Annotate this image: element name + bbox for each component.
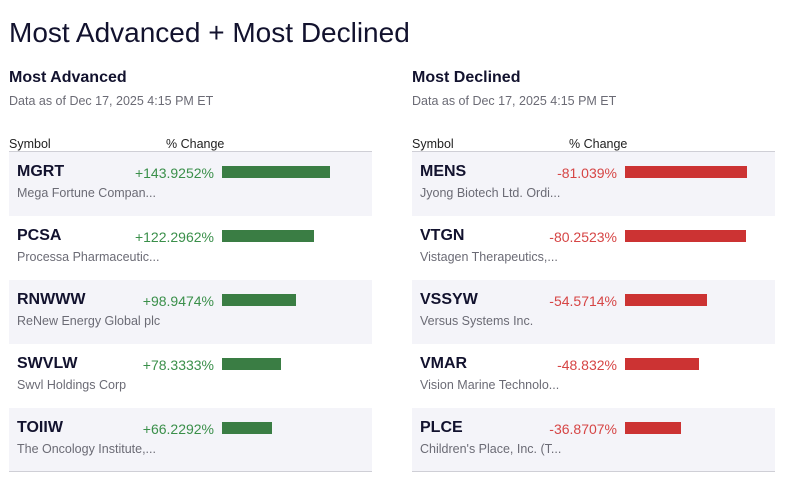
table-row[interactable]: RNWWW ReNew Energy Global plc +98.9474% xyxy=(9,280,372,344)
percent-change: -48.832% xyxy=(557,357,617,373)
section-heading: Most Declined xyxy=(412,69,521,86)
company-name: Vistagen Therapeutics,... xyxy=(420,250,558,264)
column-change: % Change xyxy=(569,136,628,151)
symbol[interactable]: PLCE xyxy=(420,419,463,436)
percent-change: -54.5714% xyxy=(549,293,617,309)
column-change: % Change xyxy=(166,136,225,151)
table-row[interactable]: PCSA Processa Pharmaceutic... +122.2962% xyxy=(9,216,372,280)
symbol[interactable]: SWVLW xyxy=(17,355,78,372)
section-heading: Most Advanced xyxy=(9,69,127,86)
change-bar xyxy=(222,358,281,370)
symbol[interactable]: TOIIW xyxy=(17,419,63,436)
change-bar xyxy=(625,422,681,434)
symbol[interactable]: VMAR xyxy=(420,355,468,372)
company-name: Swvl Holdings Corp xyxy=(17,378,127,392)
table-header: Symbol % Change xyxy=(412,112,775,152)
change-bar xyxy=(222,294,297,306)
most-advanced-panel: Most Advanced Data as of Dec 17, 2025 4:… xyxy=(9,66,372,472)
page-title: Most Advanced + Most Declined xyxy=(9,17,410,48)
percent-change: +98.9474% xyxy=(142,293,214,309)
table-header: Symbol % Change xyxy=(9,112,372,152)
percent-change: +78.3333% xyxy=(142,357,214,373)
change-bar xyxy=(625,230,746,242)
table-row[interactable]: SWVLW Swvl Holdings Corp +78.3333% xyxy=(9,344,372,408)
column-symbol: Symbol xyxy=(412,136,454,151)
change-bar xyxy=(222,230,314,242)
percent-change: -81.039% xyxy=(557,165,617,181)
change-bar xyxy=(222,166,330,178)
table-row[interactable]: PLCE Children's Place, Inc. (T... -36.87… xyxy=(412,408,775,472)
change-bar xyxy=(222,422,272,434)
percent-change: +143.9252% xyxy=(134,165,214,181)
symbol[interactable]: MGRT xyxy=(17,163,65,180)
symbol[interactable]: VTGN xyxy=(420,227,465,244)
percent-change: -80.2523% xyxy=(549,229,617,245)
symbol[interactable]: MENS xyxy=(420,163,467,180)
symbol[interactable]: RNWWW xyxy=(17,291,86,308)
data-timestamp: Data as of Dec 17, 2025 4:15 PM ET xyxy=(412,94,617,108)
company-name: Versus Systems Inc. xyxy=(420,314,534,328)
company-name: Processa Pharmaceutic... xyxy=(17,250,160,264)
percent-change: +66.2292% xyxy=(142,421,214,437)
company-name: Vision Marine Technolo... xyxy=(420,378,560,392)
company-name: The Oncology Institute,... xyxy=(17,442,156,456)
table-row[interactable]: MENS Jyong Biotech Ltd. Ordi... -81.039% xyxy=(412,152,775,216)
company-name: Mega Fortune Compan... xyxy=(17,186,156,200)
change-bar xyxy=(625,294,708,306)
percent-change: +122.2962% xyxy=(134,229,214,245)
data-timestamp: Data as of Dec 17, 2025 4:15 PM ET xyxy=(9,94,214,108)
symbol[interactable]: VSSYW xyxy=(420,291,478,308)
symbol[interactable]: PCSA xyxy=(17,227,62,244)
column-symbol: Symbol xyxy=(9,136,51,151)
table-row[interactable]: VMAR Vision Marine Technolo... -48.832% xyxy=(412,344,775,408)
most-declined-panel: Most Declined Data as of Dec 17, 2025 4:… xyxy=(412,66,775,472)
table-row[interactable]: MGRT Mega Fortune Compan... +143.9252% xyxy=(9,152,372,216)
change-bar xyxy=(625,166,747,178)
table-row[interactable]: VTGN Vistagen Therapeutics,... -80.2523% xyxy=(412,216,775,280)
change-bar xyxy=(625,358,699,370)
percent-change: -36.8707% xyxy=(549,421,617,437)
company-name: Jyong Biotech Ltd. Ordi... xyxy=(420,186,561,200)
company-name: Children's Place, Inc. (T... xyxy=(420,442,562,456)
table-row[interactable]: VSSYW Versus Systems Inc. -54.5714% xyxy=(412,280,775,344)
company-name: ReNew Energy Global plc xyxy=(17,314,161,328)
table-row[interactable]: TOIIW The Oncology Institute,... +66.229… xyxy=(9,408,372,472)
